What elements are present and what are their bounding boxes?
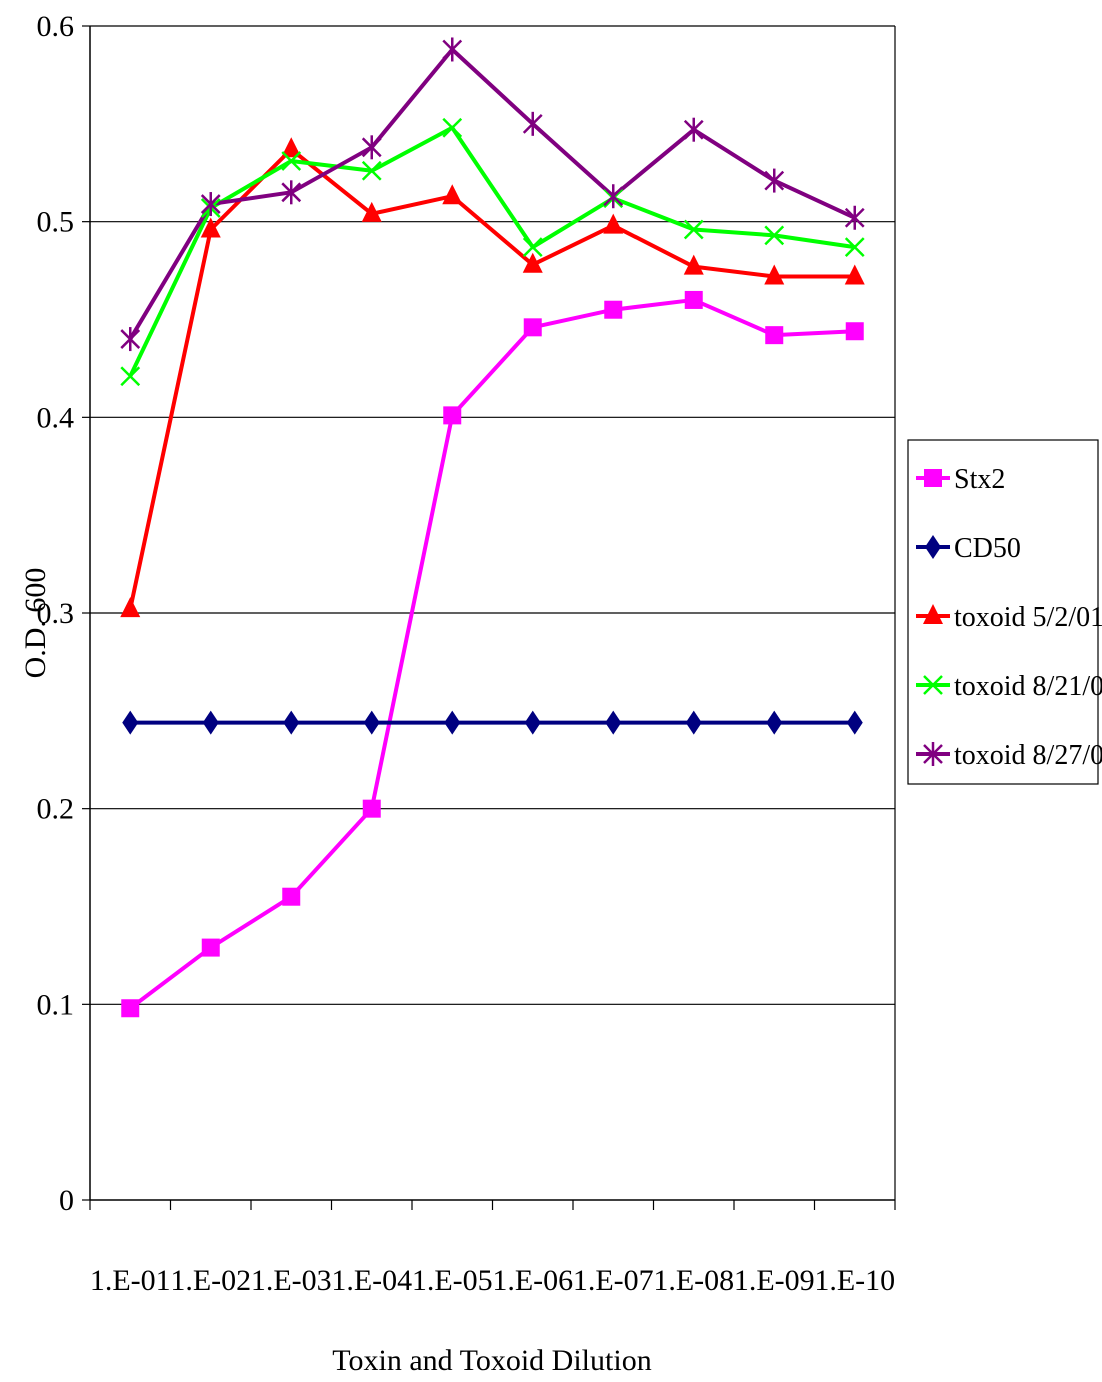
legend-label-4: toxoid 8/27/01 [954, 740, 1102, 771]
legend-marker-2 [923, 604, 943, 624]
data-point-3-4 [442, 117, 463, 138]
x-tick-label: 1.E-10 [814, 1264, 895, 1297]
data-point-4-0 [120, 327, 141, 352]
data-point-4-3 [361, 135, 382, 160]
axes [82, 25, 896, 1210]
data-point-0-4 [443, 406, 462, 425]
legend: Stx2 CD50 toxoid 5/2/01 toxoid 8/21/01 toxoi… [907, 439, 1102, 785]
x-tick-label: 1.E-04 [331, 1264, 412, 1297]
data-point-1-2 [283, 710, 300, 735]
data-point-2-6 [603, 213, 624, 234]
data-point-0-8 [765, 326, 784, 345]
legend-marker-0 [924, 469, 942, 487]
data-point-4-8 [764, 168, 785, 193]
data-point-0-6 [604, 300, 623, 319]
y-tick-label: 0.6 [37, 10, 75, 43]
y-tick-label: 0.3 [37, 597, 75, 630]
x-axis-title: Toxin and Toxoid Dilution [332, 1344, 651, 1377]
series-markers [120, 37, 865, 1018]
data-point-0-9 [845, 322, 864, 341]
data-point-2-2 [281, 137, 302, 158]
data-point-3-5 [522, 237, 543, 257]
data-point-3-0 [120, 366, 141, 387]
series-line-4 [128, 47, 856, 341]
data-point-1-8 [766, 710, 783, 735]
data-point-3-3 [361, 160, 382, 181]
data-point-2-7 [683, 254, 704, 275]
x-tick-label: 1.E-07 [573, 1264, 654, 1297]
data-point-0-5 [523, 318, 542, 337]
data-point-1-4 [444, 710, 461, 735]
x-tick-label: 1.E-01 [90, 1264, 171, 1297]
data-point-4-4 [442, 37, 463, 62]
data-point-4-2 [281, 180, 302, 205]
y-tick-label: 0.2 [37, 793, 75, 826]
y-tick-label: 0.4 [37, 401, 75, 434]
data-point-4-5 [522, 111, 543, 136]
legend-marker-4 [923, 742, 943, 766]
data-point-1-1 [202, 710, 219, 735]
data-point-0-0 [121, 999, 140, 1018]
data-point-3-2 [281, 151, 302, 171]
data-point-2-9 [844, 264, 865, 285]
data-point-0-7 [684, 290, 703, 309]
data-point-1-3 [363, 710, 380, 735]
data-point-1-9 [846, 710, 863, 735]
y-tick-label: 0 [59, 1184, 74, 1217]
x-tick-label: 1.E-02 [170, 1264, 251, 1297]
data-point-2-1 [200, 217, 221, 238]
data-point-1-5 [524, 710, 541, 735]
x-tick-labels: 1.E-01 1.E-02 1.E-03 1.E-04 1.E-05 1.E-06 1.E-… [90, 1264, 895, 1297]
series-line-2 [128, 147, 855, 610]
series-line-0 [129, 297, 855, 1010]
data-point-4-6 [603, 184, 624, 209]
legend-label-1: CD50 [954, 533, 1021, 564]
data-point-2-4 [442, 184, 463, 205]
data-point-3-8 [764, 225, 785, 246]
data-point-0-3 [362, 799, 381, 818]
data-point-4-1 [200, 192, 221, 217]
data-point-2-3 [361, 201, 382, 222]
y-tick-labels: 0 0.1 0.2 0.3 0.4 0.5 0.6 [37, 10, 75, 1217]
x-tick-label: 1.E-03 [251, 1264, 332, 1297]
y-axis-title: O.D. 600 [19, 568, 52, 679]
data-point-0-2 [282, 887, 301, 906]
data-point-1-0 [122, 710, 139, 735]
y-tick-label: 0.1 [37, 988, 75, 1021]
data-point-3-9 [844, 237, 865, 257]
data-point-1-7 [685, 710, 702, 735]
data-point-4-7 [683, 117, 704, 142]
legend-label-0: Stx2 [954, 464, 1005, 495]
data-point-4-9 [844, 205, 865, 230]
x-tick-label: 1.E-08 [653, 1264, 734, 1297]
legend-label-2: toxoid 5/2/01 [954, 602, 1102, 633]
data-point-1-6 [605, 710, 622, 735]
x-tick-label: 1.E-09 [734, 1264, 815, 1297]
data-point-2-5 [522, 252, 543, 273]
y-tick-label: 0.5 [37, 206, 75, 239]
data-point-2-0 [120, 597, 141, 618]
series-lines [128, 47, 856, 1010]
legend-marker-3 [923, 675, 943, 695]
x-tick-label: 1.E-05 [412, 1264, 493, 1297]
gridlines [90, 25, 895, 1005]
x-tick-label: 1.E-06 [492, 1264, 573, 1297]
data-point-0-1 [201, 938, 220, 957]
legend-marker-1 [925, 535, 941, 559]
data-point-3-7 [683, 219, 704, 240]
series-line-3 [128, 125, 856, 378]
legend-label-3: toxoid 8/21/01 [954, 671, 1102, 702]
data-point-2-8 [764, 264, 785, 285]
legend-box [907, 439, 1099, 785]
